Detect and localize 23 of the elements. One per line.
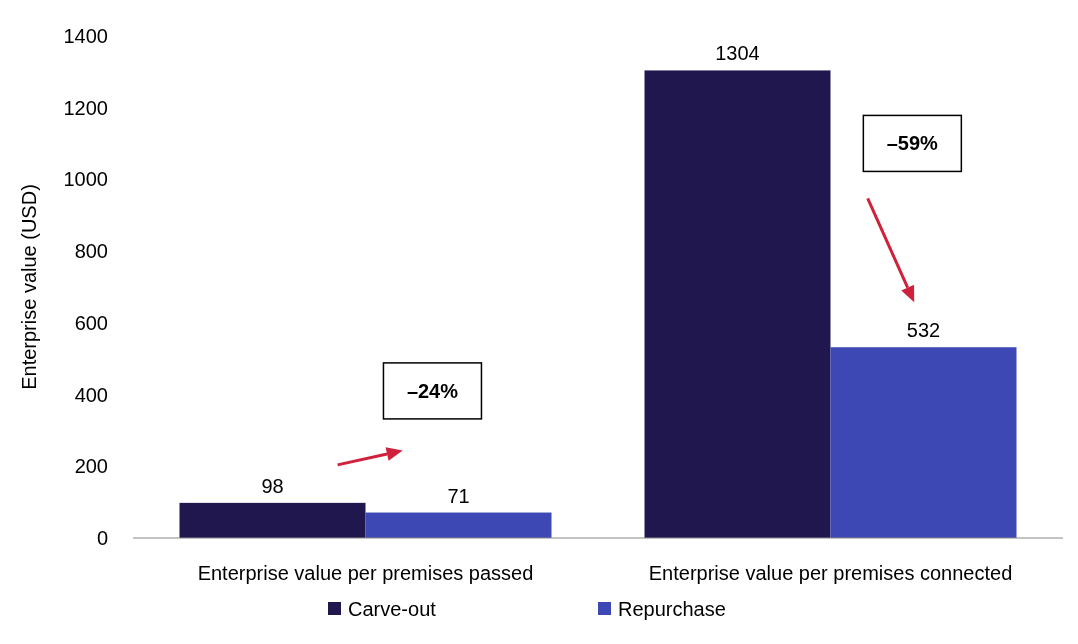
bar [179, 502, 366, 538]
x-tick-label: Enterprise value per premises connected [648, 562, 1013, 584]
legend-label: Repurchase [618, 598, 726, 620]
data-label: 532 [906, 319, 941, 342]
bar [644, 70, 831, 538]
data-label: 1304 [715, 42, 760, 65]
y-tick-label: 1200 [63, 96, 108, 119]
y-axis-title: Enterprise value (USD) [18, 184, 40, 390]
y-tick-label: 600 [74, 311, 108, 334]
y-tick-label: 200 [74, 455, 108, 478]
y-tick-label: 1400 [63, 25, 108, 47]
y-tick-label: 800 [74, 240, 108, 263]
y-tick-label: 1000 [63, 168, 108, 191]
bar [830, 347, 1017, 538]
legend-label: Carve-out [348, 598, 437, 620]
data-label: 98 [261, 474, 284, 497]
data-label: 71 [447, 484, 470, 507]
annotation: –59% [886, 132, 939, 155]
annotation: –24% [406, 379, 459, 402]
y-tick-label: 400 [74, 383, 108, 406]
y-tick-label: 0 [96, 527, 108, 549]
bar [365, 512, 552, 538]
x-tick-label: Enterprise value per premises passed [197, 562, 534, 584]
